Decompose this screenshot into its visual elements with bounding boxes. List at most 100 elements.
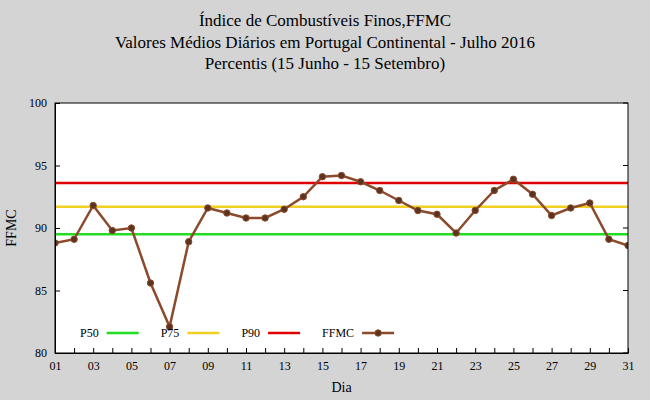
x-tick-label: 31 [623, 359, 635, 373]
right-ticks [623, 103, 628, 353]
x-tick: 25 [508, 348, 520, 373]
legend-swatch [268, 332, 300, 335]
x-tick: 19 [393, 348, 405, 373]
x-tick-mark [418, 348, 419, 353]
subtitle: Percentis (15 Junho - 15 Setembro) [205, 54, 445, 73]
series-line [55, 182, 628, 185]
x-tick-mark [112, 348, 113, 353]
background [0, 0, 650, 400]
plot-area [55, 103, 628, 353]
marker [147, 280, 153, 286]
legend-label: P90 [241, 326, 260, 340]
marker [186, 239, 192, 245]
marker [491, 187, 497, 193]
x-tick: 07 [164, 348, 176, 373]
x-tick-label: 13 [279, 359, 291, 373]
x-tick-mark [552, 348, 553, 353]
x-tick-mark [342, 348, 343, 353]
x-tick: 23 [470, 348, 482, 373]
marker [453, 230, 459, 236]
x-tick-mark [533, 348, 534, 353]
x-tick: 17 [355, 348, 367, 373]
x-tick-mark [437, 348, 438, 353]
marker [548, 212, 554, 218]
x-tick [609, 348, 610, 353]
x-tick-label: 17 [355, 359, 367, 373]
x-tick-label: 11 [241, 359, 253, 373]
y-tick: 95 [35, 159, 60, 173]
x-axis: 01030507091113151719212325272931 [50, 348, 635, 373]
marks [55, 172, 628, 330]
x-tick-mark [322, 348, 323, 353]
y-axis-title: FFMC [4, 209, 19, 246]
legend-label: FFMC [322, 326, 354, 340]
x-tick [303, 348, 304, 353]
marker [396, 197, 402, 203]
subtitle: Valores Médios Diários em Portugal Conti… [115, 33, 535, 52]
x-tick: 03 [88, 348, 100, 373]
x-tick [342, 348, 343, 353]
titles: Índice de Combustíveis Finos,FFMC Valores… [115, 11, 535, 73]
marker [109, 227, 115, 233]
marker [606, 236, 612, 242]
x-tick-mark [170, 348, 171, 353]
y-tick-label: 85 [35, 284, 47, 298]
y-tick-label: 100 [29, 96, 47, 110]
y-tick-label: 90 [35, 221, 47, 235]
marker [415, 207, 421, 213]
x-tick: 11 [241, 348, 253, 373]
marker [300, 194, 306, 200]
x-tick-label: 01 [50, 359, 62, 373]
x-tick: 09 [202, 348, 214, 373]
marker [205, 205, 211, 211]
marker [434, 211, 440, 217]
x-tick-mark [399, 348, 400, 353]
x-tick-mark [227, 348, 228, 353]
x-tick [265, 348, 266, 353]
x-tick-mark [284, 348, 285, 353]
x-tick-mark [303, 348, 304, 353]
x-tick [227, 348, 228, 353]
y-tick-mark [623, 165, 628, 166]
marker [281, 206, 287, 212]
x-tick-mark [189, 348, 190, 353]
x-tick-label: 03 [88, 359, 100, 373]
y-tick-label: 95 [35, 159, 47, 173]
x-tick-mark [74, 348, 75, 353]
x-tick-label: 21 [432, 359, 444, 373]
marker [90, 202, 96, 208]
x-tick-mark [246, 348, 247, 353]
x-tick [571, 348, 572, 353]
marker [529, 191, 535, 197]
x-tick-mark [475, 348, 476, 353]
marker [357, 179, 363, 185]
marker [128, 225, 134, 231]
x-tick: 27 [546, 348, 558, 373]
x-tick-mark [494, 348, 495, 353]
y-tick: 90 [35, 221, 60, 235]
x-tick-mark [609, 348, 610, 353]
legend: P50 P75 P90 FFMC [80, 326, 394, 340]
x-axis-title: Dia [331, 380, 352, 395]
x-tick-label: 29 [584, 359, 596, 373]
title: Índice de Combustíveis Finos,FFMC [199, 11, 451, 30]
x-tick-mark [571, 348, 572, 353]
y-tick: 85 [35, 284, 60, 298]
legend-label: P75 [161, 326, 180, 340]
y-tick-label: 80 [35, 346, 47, 360]
y-tick-mark [55, 166, 60, 167]
x-tick-label: 05 [126, 359, 138, 373]
legend-marker [375, 330, 381, 336]
x-tick: 21 [432, 348, 444, 373]
x-tick-label: 07 [164, 359, 176, 373]
legend-label: P50 [80, 326, 99, 340]
x-tick-mark [151, 348, 152, 353]
y-tick-mark [55, 291, 60, 292]
x-tick-mark [131, 348, 132, 353]
marker [510, 176, 516, 182]
x-tick [533, 348, 534, 353]
x-tick-mark [590, 348, 591, 353]
x-tick-mark [513, 348, 514, 353]
marker [224, 210, 230, 216]
x-tick-mark [265, 348, 266, 353]
